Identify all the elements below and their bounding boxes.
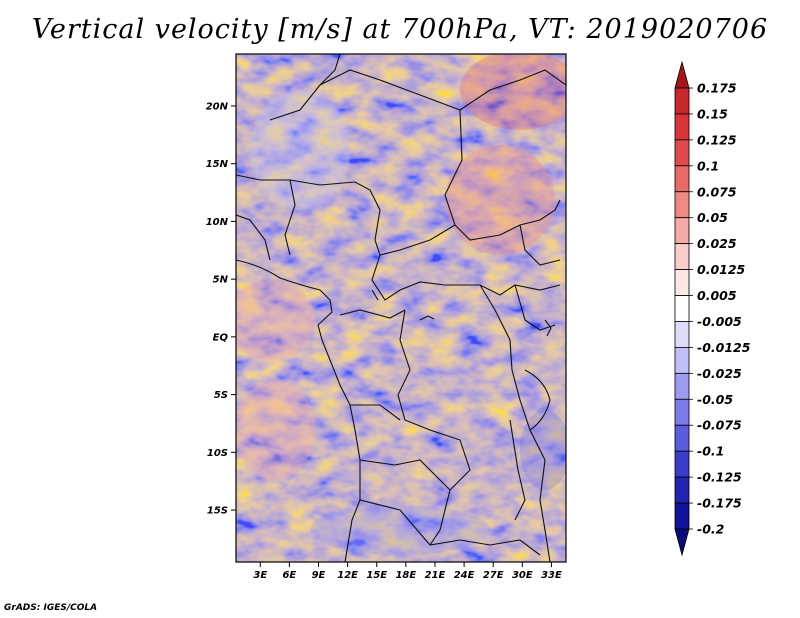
lon-label: 9E: [312, 570, 326, 581]
map-borders: [236, 54, 566, 562]
colorbar-bin: [674, 269, 690, 296]
lat-label: 10S: [207, 448, 228, 459]
colorbar-bin: [674, 295, 690, 322]
colorbar-bin: [674, 139, 690, 167]
colorbar-label: -0.0125: [697, 340, 751, 355]
colorbar-bin: [674, 372, 690, 400]
lat-label: 15N: [206, 159, 229, 170]
lon-label: 24E: [454, 570, 475, 581]
lat-label: 20N: [206, 101, 229, 112]
colorbar-label: 0.175: [697, 81, 737, 96]
colorbar-label: 0.005: [697, 288, 737, 303]
lon-label: 21E: [425, 570, 446, 581]
colorbar-label: 0.025: [697, 236, 737, 251]
grads-credit: GrADS: IGES/COLA: [4, 603, 98, 613]
colorbar-label: 0.15: [697, 106, 728, 121]
colorbar-label: -0.1: [697, 444, 724, 459]
colorbar-bin: [674, 113, 690, 141]
colorbar-max-arrow: [674, 60, 690, 89]
colorbar-label: -0.2: [697, 522, 724, 537]
colorbar-label: -0.075: [697, 418, 742, 433]
colorbar-bin: [674, 450, 690, 478]
lon-label: 3E: [253, 570, 267, 581]
lon-label: 6E: [282, 570, 296, 581]
longitude-axis: 3E 6E 9E 12E 15E 18E 21E 24E 27E 30E 33E: [253, 562, 562, 581]
lat-label: EQ: [213, 332, 229, 343]
colorbar-label: -0.175: [697, 496, 742, 511]
map-frame: [235, 53, 567, 563]
latitude-axis: 20N 15N 10N 5N EQ 5S 10S 15S: [206, 101, 236, 517]
lon-label: 33E: [541, 570, 562, 581]
map-field: [236, 54, 566, 562]
colorbar-label: -0.125: [697, 470, 742, 485]
colorbar-label: 0.1: [697, 158, 719, 173]
colorbar-bin: [674, 398, 690, 426]
colorbar: 0.175 0.15 0.125 0.1 0.075 0.05 0.025 0.0125 0.0…: [674, 60, 751, 557]
colorbar-label: -0.05: [697, 392, 733, 407]
colorbar-label: 0.075: [697, 184, 737, 199]
lat-label: 5S: [214, 390, 228, 401]
colorbar-bin: [674, 476, 690, 504]
colorbar-label: 0.125: [697, 132, 737, 147]
lon-label: 12E: [337, 570, 358, 581]
colorbar-bin: [674, 217, 690, 245]
colorbar-bin: [674, 191, 690, 219]
map-title: Vertical velocity [m/s] at 700hPa, VT: 2…: [31, 14, 769, 45]
lat-label: 15S: [207, 506, 228, 517]
colorbar-bin: [674, 165, 690, 193]
colorbar-bin: [674, 321, 690, 348]
colorbar-bin: [674, 87, 690, 115]
lon-label: 18E: [395, 570, 416, 581]
lat-label: 10N: [206, 217, 229, 228]
colorbar-bin: [674, 243, 690, 270]
colorbar-bin: [674, 424, 690, 452]
colorbar-label: 0.05: [697, 210, 728, 225]
colorbar-bin: [674, 347, 690, 374]
colorbar-min-arrow: [674, 528, 690, 557]
colorbar-label: 0.0125: [697, 262, 746, 277]
lon-label: 15E: [366, 570, 387, 581]
colorbar-label: -0.005: [697, 314, 742, 329]
lon-label: 27E: [483, 570, 504, 581]
colorbar-label: -0.025: [697, 366, 742, 381]
colorbar-bin: [674, 502, 690, 530]
lon-label: 30E: [512, 570, 533, 581]
lat-label: 5N: [213, 275, 229, 286]
